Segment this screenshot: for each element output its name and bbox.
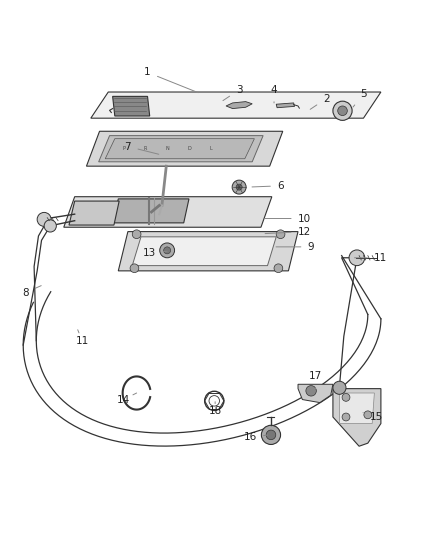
Polygon shape <box>69 201 119 225</box>
Text: 18: 18 <box>208 402 221 416</box>
Text: 4: 4 <box>270 85 277 103</box>
Polygon shape <box>118 232 297 271</box>
Circle shape <box>341 413 349 421</box>
Text: 9: 9 <box>276 242 314 252</box>
Text: 3: 3 <box>223 85 242 101</box>
Circle shape <box>337 106 346 116</box>
Circle shape <box>273 264 282 272</box>
Circle shape <box>261 425 280 445</box>
Polygon shape <box>332 389 380 446</box>
Text: 8: 8 <box>22 286 41 297</box>
Polygon shape <box>132 237 276 265</box>
Text: R: R <box>143 146 147 151</box>
Polygon shape <box>226 102 252 109</box>
Circle shape <box>305 385 316 396</box>
Text: N: N <box>165 146 169 151</box>
Text: 15: 15 <box>362 412 382 422</box>
Text: 5: 5 <box>352 89 366 107</box>
Circle shape <box>163 247 170 254</box>
Circle shape <box>159 243 174 258</box>
Text: 11: 11 <box>75 330 88 346</box>
Text: 12: 12 <box>265 227 311 237</box>
Text: 2: 2 <box>310 94 329 109</box>
Polygon shape <box>91 92 380 118</box>
Text: D: D <box>187 146 191 151</box>
Text: L: L <box>209 146 212 151</box>
Circle shape <box>37 213 51 227</box>
Circle shape <box>276 230 284 239</box>
Text: 6: 6 <box>251 181 283 191</box>
Circle shape <box>130 264 138 272</box>
Circle shape <box>232 180 246 194</box>
Circle shape <box>348 250 364 265</box>
Polygon shape <box>113 96 149 116</box>
Polygon shape <box>64 197 271 227</box>
Circle shape <box>236 184 242 190</box>
Circle shape <box>341 393 349 401</box>
Text: 13: 13 <box>143 248 167 259</box>
Polygon shape <box>113 199 188 223</box>
Text: 7: 7 <box>124 142 159 154</box>
Circle shape <box>332 381 345 394</box>
Circle shape <box>363 411 371 419</box>
Text: 1: 1 <box>144 67 198 93</box>
Circle shape <box>132 230 141 239</box>
Circle shape <box>44 220 56 232</box>
Polygon shape <box>276 103 294 108</box>
Circle shape <box>265 430 275 440</box>
Polygon shape <box>86 131 282 166</box>
Polygon shape <box>339 393 374 424</box>
Polygon shape <box>99 135 262 162</box>
Text: P: P <box>122 146 125 151</box>
Text: 11: 11 <box>354 253 387 263</box>
Text: 14: 14 <box>117 393 136 405</box>
Polygon shape <box>105 139 254 159</box>
Text: 10: 10 <box>265 214 311 223</box>
Polygon shape <box>297 384 332 402</box>
Circle shape <box>332 101 351 120</box>
Text: 17: 17 <box>308 370 321 389</box>
Text: 16: 16 <box>243 432 267 442</box>
